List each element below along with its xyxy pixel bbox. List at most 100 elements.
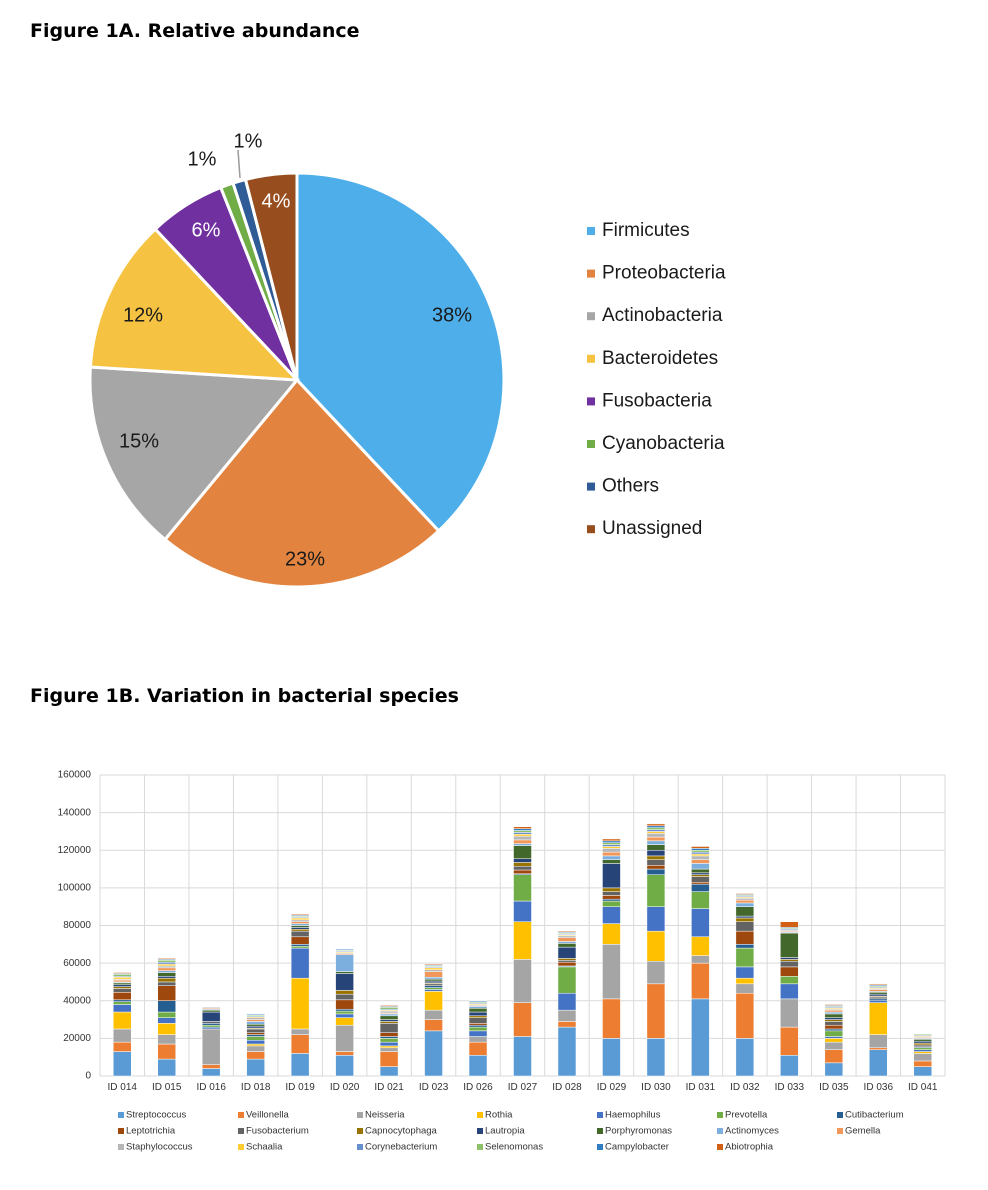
bar-segment-lautropia-id-033 [780,957,799,960]
legend-swatch-selenomonas [477,1144,483,1150]
bar-segment-neisseria-id-036 [869,1034,888,1049]
legend-swatch-proteobacteria [587,269,595,278]
pie-slice-unassigned [243,171,299,381]
bar-segment-haemophilus-id-019 [290,947,310,979]
bar-segment-lautropia-id-027 [513,858,532,863]
legend-label-firmicutes: Firmicutes [602,220,690,241]
bar-segment-fusobacterium-id-019 [290,930,310,938]
legend-label-leptotrichia: Leptotrichia [126,1126,176,1137]
bar-segment-veillonella-id-041 [913,1060,933,1067]
bar-segment-rothia-id-032 [735,977,755,985]
bar-segment-schaalia-id-031 [691,853,710,857]
bar-segment-neisseria-id-030 [646,960,666,985]
bar-segment-neisseria-id-015 [157,1034,176,1045]
pie-label-unassigned: 4% [262,190,291,212]
bar-segment-selenomonas-id-027 [513,830,532,833]
bar-segment-fusobacterium-id-015 [157,981,176,986]
legend-swatch-firmicutes [587,227,595,235]
bar-segment-streptococcus-id-031 [691,998,710,1077]
bar-segment-neisseria-id-035 [824,1041,844,1050]
legend-swatch-fusobacteria [587,397,595,406]
legend-label-haemophilus: Haemophilus [605,1110,661,1121]
bar-segment-actinomyces-id-028 [557,941,577,944]
bar-segment-veillonella-id-018 [246,1051,265,1060]
bar-segment-rothia-id-015 [157,1023,176,1035]
bar-segment-abiotrophia-id-030 [646,823,666,827]
x-tick-label: ID 023 [419,1082,449,1093]
bar-segment-cutibacterium-id-030 [646,868,666,875]
bar-segment-fusobacterium-id-021 [379,1023,399,1033]
bar-segment-gemella-id-018 [246,1019,265,1022]
legend-swatch-streptococcus [118,1112,124,1118]
bar-segment-schaalia-id-015 [157,963,176,967]
bar-segment-prevotella-id-019 [290,945,310,949]
bar-segment-neisseria-id-023 [424,1009,443,1020]
legend-label-gemella: Gemella [845,1126,881,1137]
bar-segment-rothia-id-029 [602,923,621,945]
bar-segment-streptococcus-id-027 [513,1036,532,1077]
bar-segment-lautropia-id-031 [691,872,710,875]
bar-segment-neisseria-id-019 [290,1028,310,1035]
bar-segment-cutibacterium-id-035 [824,1028,844,1032]
bar-segment-neisseria-id-021 [379,1047,399,1052]
bar-segment-abiotrophia-id-029 [602,838,621,842]
legend-swatch-bacteroidetes [587,354,595,363]
bar-segment-leptotrichia-id-014 [112,992,132,1001]
bar-segment-prevotella-id-030 [646,874,666,907]
pie-slice-firmicutes [295,171,506,534]
pie-leader-line [237,149,241,179]
bar-segment-schaalia-id-030 [646,831,666,834]
bar-segment-lautropia-id-019 [290,927,310,930]
bar-segment-capnocytophaga-id-032 [735,917,755,922]
bar-segment-porphyromonas-id-014 [112,982,132,986]
bar-segment-haemophilus-id-029 [602,906,621,924]
bar-segment-campylobacter-id-018 [246,1013,265,1016]
bar-segment-actinomyces-id-020 [335,954,354,972]
bar-segment-cutibacterium-id-032 [735,944,755,949]
bar-segment-leptotrichia-id-019 [290,936,310,945]
bar-segment-gemella-id-023 [424,971,443,978]
bar-segment-capnocytophaga-id-035 [824,1019,844,1022]
legend-label-veillonella: Veillonella [246,1110,289,1121]
bar-segment-abiotrophia-id-032 [735,893,755,895]
x-tick-label: ID 020 [330,1082,360,1093]
bar-segment-actinomyces-id-026 [468,1006,488,1009]
bar-segment-cutibacterium-id-021 [379,1036,399,1039]
x-tick-label: ID 033 [775,1082,805,1093]
bar-segment-capnocytophaga-id-019 [290,929,310,932]
bar-segment-veillonella-id-029 [602,998,621,1039]
bar-segment-abiotrophia-id-028 [557,930,577,933]
bar-segment-streptococcus-id-016 [201,1068,221,1077]
bar-segment-haemophilus-id-020 [335,1013,354,1018]
bar-segment-schaalia-id-029 [602,846,621,849]
bar-segment-staphylococcus-id-021 [379,1010,399,1014]
legend-label-campylobacter: Campylobacter [605,1142,669,1153]
bar-segment-fusobacterium-id-031 [691,876,710,883]
bar-segment-porphyromonas-id-041 [913,1039,933,1042]
bar-segment-prevotella-id-031 [691,891,710,909]
bar-segment-streptococcus-id-015 [157,1058,176,1077]
legend-label-cutibacterium: Cutibacterium [845,1110,904,1121]
bar-segment-neisseria-id-031 [691,955,710,964]
legend-label-prevotella: Prevotella [725,1110,768,1121]
y-tick-label: 0 [85,1071,91,1082]
bar-segment-streptococcus-id-033 [780,1055,799,1077]
bar-segment-haemophilus-id-033 [780,983,799,1000]
pie-label-cyanobacteria: 1% [188,148,217,170]
legend-swatch-capnocytophaga [357,1128,363,1134]
bar-segment-veillonella-id-030 [646,983,666,1039]
bar-segment-gemella-id-035 [824,1009,844,1013]
legend-label-capnocytophaga: Capnocytophaga [365,1126,438,1137]
bar-segment-haemophilus-id-023 [424,989,443,992]
bar-segment-fusobacterium-id-035 [824,1021,844,1026]
bar-segment-staphylococcus-id-028 [557,935,577,938]
bar-segment-gemella-id-014 [112,979,132,983]
bar-segment-veillonella-id-014 [112,1041,132,1052]
bar-segment-veillonella-id-021 [379,1051,399,1067]
x-tick-label: ID 021 [374,1082,404,1093]
bar-segment-streptococcus-id-041 [913,1066,933,1077]
legend-label-others: Others [602,476,659,497]
bar-segment-veillonella-id-035 [824,1049,844,1064]
legend-swatch-rothia [477,1112,483,1118]
bar-segment-neisseria-id-016 [201,1028,221,1065]
